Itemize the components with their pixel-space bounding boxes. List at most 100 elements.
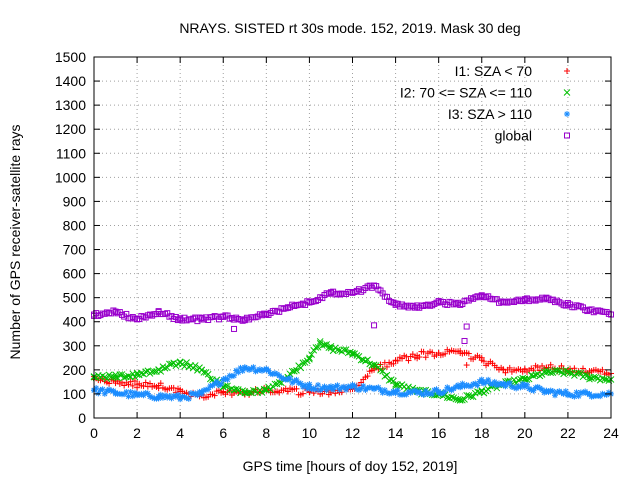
data-point	[315, 382, 322, 389]
marker-stroke	[560, 370, 567, 378]
data-point	[405, 357, 412, 364]
marker-stroke	[418, 391, 424, 397]
marker-stroke	[120, 374, 128, 381]
marker-stroke	[429, 391, 435, 397]
data-point	[218, 380, 225, 387]
outlier-point	[371, 322, 378, 329]
data-point	[547, 369, 555, 377]
marker-stroke	[446, 386, 452, 392]
marker-stroke	[377, 366, 384, 374]
marker-stroke	[539, 387, 545, 393]
marker-stroke	[528, 387, 534, 393]
marker-stroke	[526, 386, 532, 392]
marker-stroke	[271, 380, 279, 388]
marker-stroke	[156, 395, 162, 402]
marker-stroke	[200, 369, 208, 376]
marker-stroke	[143, 390, 149, 396]
data-point	[312, 344, 320, 351]
data-point	[465, 350, 472, 357]
data-point	[357, 356, 365, 364]
x-tick-label: 24	[603, 425, 619, 441]
marker-stroke	[352, 383, 358, 389]
marker-stroke	[328, 383, 334, 389]
marker-stroke	[321, 383, 328, 390]
data-point	[95, 390, 102, 397]
marker-stroke	[340, 346, 348, 354]
data-point	[342, 346, 350, 353]
data-point	[327, 343, 335, 350]
marker-stroke	[520, 381, 526, 387]
data-point	[325, 391, 332, 398]
marker-stroke	[103, 375, 111, 383]
marker-stroke	[110, 388, 116, 394]
data-point	[168, 360, 175, 368]
data-point	[562, 388, 569, 395]
marker-stroke	[298, 380, 304, 387]
marker-stroke	[132, 390, 138, 396]
legend-label: global	[495, 128, 532, 144]
marker-stroke	[218, 381, 224, 387]
marker-stroke	[423, 388, 429, 394]
data-point	[500, 380, 507, 387]
data-point	[343, 386, 350, 393]
legend-marker	[564, 111, 570, 117]
y-axis-label: Number of GPS receiver-satellite rays	[7, 125, 23, 360]
data-point	[245, 389, 253, 396]
data-point	[340, 346, 348, 354]
marker-stroke	[436, 390, 442, 396]
marker-stroke	[242, 364, 248, 370]
marker-stroke	[469, 393, 477, 401]
x-tick-label: 14	[388, 425, 404, 441]
marker-stroke	[312, 344, 320, 351]
marker-stroke	[278, 375, 284, 381]
data-point	[463, 391, 471, 399]
data-point	[103, 375, 111, 383]
data-point	[525, 375, 533, 383]
legend-marker	[564, 68, 570, 74]
data-point	[532, 371, 539, 379]
marker-stroke	[525, 375, 533, 383]
data-point	[265, 367, 272, 374]
marker-stroke	[581, 371, 589, 379]
marker-stroke	[599, 375, 606, 382]
marker-stroke	[566, 369, 574, 377]
marker-stroke	[231, 373, 237, 379]
marker-stroke	[224, 382, 231, 390]
x-tick-label: 22	[560, 425, 576, 441]
marker-stroke	[507, 380, 513, 386]
marker-stroke	[456, 397, 464, 404]
marker-stroke	[567, 392, 573, 398]
marker-stroke	[492, 379, 498, 385]
data-point	[344, 349, 352, 357]
marker-stroke	[519, 374, 527, 382]
data-point	[474, 382, 481, 389]
marker-stroke	[262, 386, 270, 394]
marker-stroke	[575, 369, 583, 377]
marker-stroke	[500, 380, 506, 386]
data-point	[284, 388, 291, 395]
data-point	[521, 365, 528, 372]
marker-stroke	[515, 376, 522, 384]
data-point	[478, 376, 485, 383]
data-point	[258, 389, 266, 396]
marker-stroke	[234, 386, 242, 393]
marker-stroke	[134, 391, 140, 397]
data-point	[318, 342, 326, 349]
marker-stroke	[290, 367, 298, 375]
x-tick-label: 4	[176, 425, 184, 441]
marker-stroke	[357, 356, 365, 364]
marker-stroke	[599, 391, 605, 397]
marker-stroke	[166, 360, 173, 368]
marker-stroke	[106, 386, 112, 393]
y-tick-label: 600	[63, 266, 87, 282]
marker-stroke	[384, 390, 390, 396]
data-point	[224, 382, 231, 390]
marker-stroke	[316, 338, 324, 345]
data-point	[405, 383, 412, 391]
marker-stroke	[158, 392, 164, 398]
y-tick-label: 500	[63, 290, 87, 306]
marker-stroke	[227, 373, 233, 379]
series-I2: 70 <= SZA <= 110	[90, 338, 615, 404]
